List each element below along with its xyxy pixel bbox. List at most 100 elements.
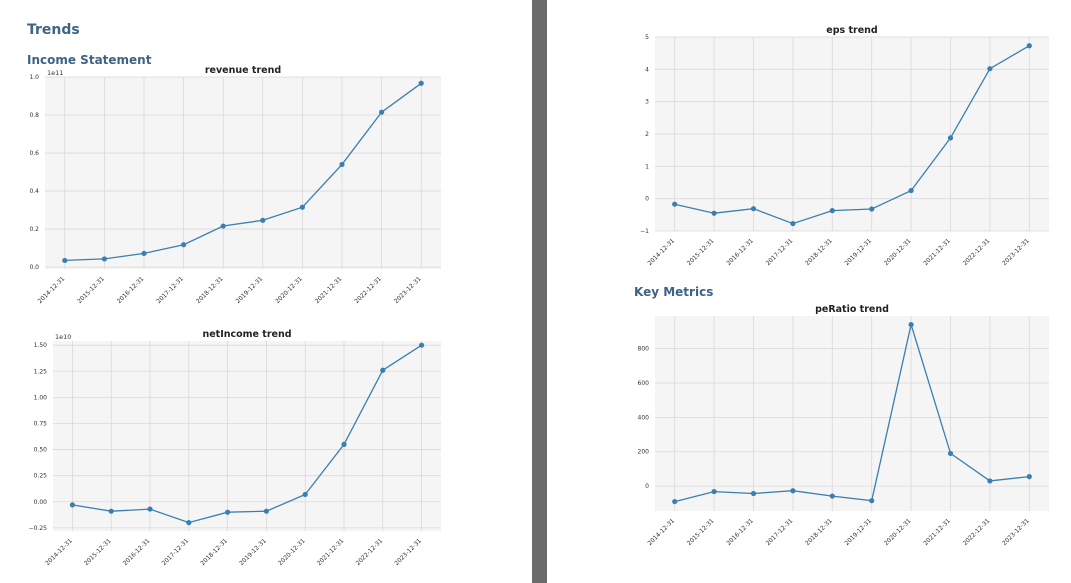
y-tick-label: 4 bbox=[645, 66, 649, 73]
y-tick-label: 200 bbox=[638, 449, 650, 456]
x-tick-label: 2018-12-31 bbox=[804, 237, 834, 267]
data-point bbox=[711, 210, 717, 216]
trends-heading: Trends bbox=[27, 22, 80, 38]
y-tick-label: 3 bbox=[645, 99, 649, 106]
y-scale-label: 1e10 bbox=[55, 333, 71, 341]
x-tick-label: 2014-12-31 bbox=[647, 237, 677, 267]
x-tick-label: 2021-12-31 bbox=[316, 537, 346, 567]
y-scale-label: 1e11 bbox=[47, 69, 63, 77]
data-point bbox=[869, 498, 875, 504]
data-point bbox=[672, 201, 678, 207]
data-point bbox=[869, 206, 875, 212]
netincome-trend-chart: netIncome trend −0.25 0.00 0.25 0.50 0.75 1.00… bbox=[29, 329, 441, 567]
y-tick-label: 1.00 bbox=[34, 394, 48, 401]
x-tick-label: 2019-12-31 bbox=[844, 517, 874, 547]
x-tick-label: 2020-12-31 bbox=[883, 517, 913, 547]
x-tick-label: 2020-12-31 bbox=[883, 237, 913, 267]
y-tick-label: 0.0 bbox=[29, 264, 39, 271]
data-point bbox=[62, 257, 68, 264]
x-tick-label: 2023-12-31 bbox=[393, 537, 423, 567]
data-point bbox=[711, 488, 717, 495]
x-tick-label: 2017-12-31 bbox=[765, 237, 795, 267]
page-divider bbox=[532, 0, 547, 583]
x-tick-label: 2021-12-31 bbox=[922, 237, 952, 267]
x-tick-label: 2023-12-31 bbox=[1001, 517, 1031, 547]
data-point bbox=[299, 204, 305, 210]
data-point bbox=[1026, 474, 1032, 480]
x-tick-label: 2022-12-31 bbox=[355, 537, 385, 567]
data-point bbox=[987, 66, 993, 72]
revenue-trend-chart: revenue trend 0.0 0.2 0.4 0.6 0.8 1.0 1e11 2014-… bbox=[29, 65, 441, 305]
data-point bbox=[379, 109, 385, 115]
x-tick-label: 2020-12-31 bbox=[277, 537, 307, 567]
chart-title: peRatio trend bbox=[815, 304, 889, 315]
data-point bbox=[750, 490, 757, 497]
y-tick-label: 0.4 bbox=[29, 188, 39, 195]
x-tick-label: 2016-12-31 bbox=[725, 237, 755, 267]
data-point bbox=[141, 250, 147, 257]
data-point bbox=[987, 478, 993, 484]
y-tick-label: 0.00 bbox=[34, 499, 48, 506]
right-report-page: eps trend −1 0 1 2 3 4 5 2014-12-31 2015-12-31 201… bbox=[547, 0, 1071, 583]
x-tick-label: 2016-12-31 bbox=[116, 275, 146, 305]
series-line bbox=[64, 82, 422, 262]
x-tick-label: 2023-12-31 bbox=[393, 275, 423, 305]
data-point bbox=[101, 256, 107, 262]
y-tick-label: 1.0 bbox=[29, 74, 39, 81]
plot-area bbox=[53, 341, 441, 531]
data-point bbox=[181, 242, 187, 248]
y-tick-label: 2 bbox=[645, 131, 649, 138]
data-point bbox=[947, 450, 954, 457]
y-tick-label: 0.2 bbox=[29, 226, 39, 233]
x-tick-label: 2022-12-31 bbox=[962, 237, 992, 267]
x-tick-label: 2020-12-31 bbox=[274, 275, 304, 305]
data-point bbox=[147, 506, 153, 512]
data-point bbox=[1026, 43, 1032, 49]
y-tick-label: 1.25 bbox=[34, 368, 48, 375]
x-tick-label: 2016-12-31 bbox=[122, 537, 152, 567]
data-point bbox=[829, 208, 835, 214]
income-statement-heading: Income Statement bbox=[27, 53, 152, 67]
x-tick-label: 2014-12-31 bbox=[44, 537, 74, 567]
chart-title: netIncome trend bbox=[202, 329, 291, 340]
x-tick-label: 2015-12-31 bbox=[686, 237, 716, 267]
x-tick-label: 2022-12-31 bbox=[962, 517, 992, 547]
chart-title: revenue trend bbox=[205, 65, 281, 76]
x-tick-label: 2015-12-31 bbox=[83, 537, 113, 567]
x-tick-label: 2017-12-31 bbox=[155, 275, 185, 305]
data-point bbox=[69, 502, 75, 508]
y-tick-label: 0.25 bbox=[34, 473, 48, 480]
data-point bbox=[947, 135, 954, 141]
data-point bbox=[790, 488, 796, 494]
data-point bbox=[186, 520, 192, 526]
y-tick-label: 5 bbox=[645, 34, 649, 41]
series-line bbox=[674, 322, 1030, 503]
data-point bbox=[908, 321, 914, 328]
data-point bbox=[380, 367, 386, 373]
y-tick-label: 1.50 bbox=[34, 342, 48, 349]
x-tick-label: 2017-12-31 bbox=[765, 517, 795, 547]
data-point bbox=[419, 342, 425, 348]
y-tick-label: 400 bbox=[638, 414, 650, 421]
x-tick-label: 2019-12-31 bbox=[235, 275, 265, 305]
data-point bbox=[908, 187, 914, 194]
x-tick-label: 2014-12-31 bbox=[647, 517, 677, 547]
y-tick-label: 800 bbox=[638, 346, 650, 353]
data-point bbox=[341, 441, 347, 447]
eps-trend-chart: eps trend −1 0 1 2 3 4 5 2014-12-31 2015-12-31 201… bbox=[640, 25, 1049, 267]
x-tick-label: 2021-12-31 bbox=[922, 517, 952, 547]
data-point bbox=[260, 217, 266, 223]
data-point bbox=[263, 508, 269, 514]
x-tick-label: 2018-12-31 bbox=[804, 517, 834, 547]
x-tick-label: 2016-12-31 bbox=[725, 517, 755, 547]
left-report-page: Trends Income Statement revenue trend 0.0… bbox=[0, 0, 532, 583]
x-tick-label: 2018-12-31 bbox=[195, 275, 225, 305]
data-point bbox=[225, 509, 231, 515]
key-metrics-heading: Key Metrics bbox=[634, 285, 714, 299]
y-tick-label: 0.6 bbox=[29, 150, 39, 157]
data-point bbox=[750, 206, 757, 212]
data-point bbox=[339, 161, 345, 168]
y-tick-label: 0.8 bbox=[29, 112, 39, 119]
x-tick-label: 2021-12-31 bbox=[314, 275, 344, 305]
series-line bbox=[72, 344, 422, 524]
